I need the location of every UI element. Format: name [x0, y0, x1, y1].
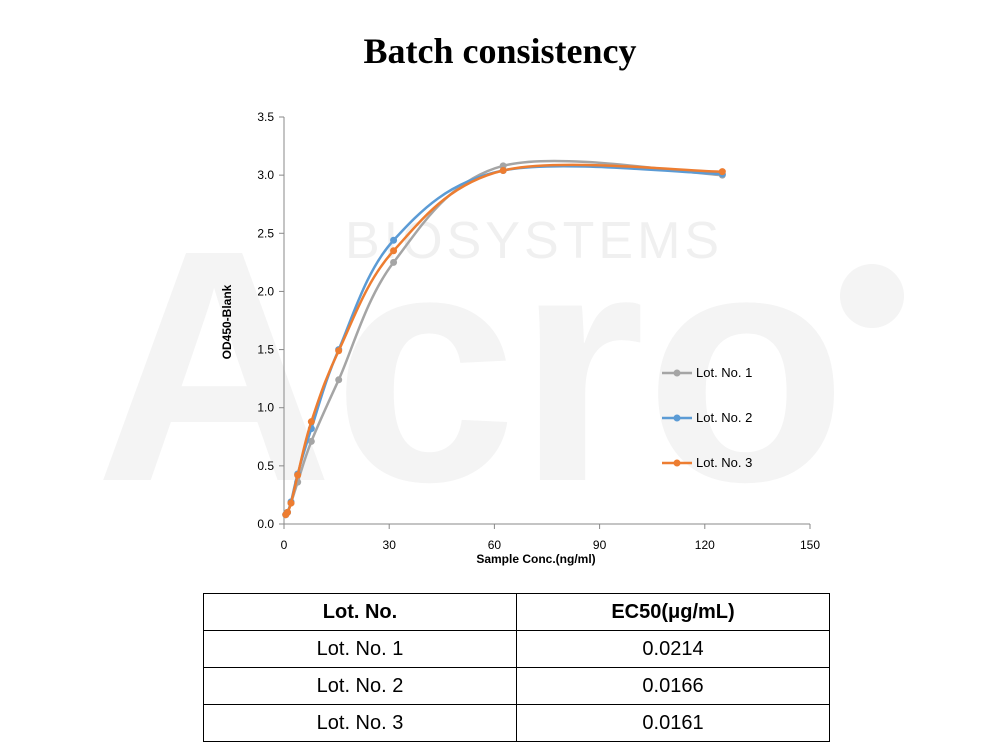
row-lot-cell: Lot. No. 1 — [203, 630, 517, 668]
row-ec50-cell: 0.0214 — [516, 630, 830, 668]
chart-legend: Lot. No. 1 Lot. No. 2 Lot. No. 3 — [662, 365, 752, 470]
data-point-lot-3 — [390, 247, 398, 255]
y-tick-label: 0.5 — [257, 459, 274, 473]
x-tick-label: 0 — [281, 538, 288, 552]
legend-swatch-marker-3 — [673, 459, 681, 467]
y-tick-label: 2.0 — [257, 284, 274, 298]
page-title: Batch consistency — [363, 31, 637, 71]
row-lot-cell: Lot. No. 2 — [203, 667, 517, 705]
legend-label-3: Lot. No. 3 — [696, 455, 752, 470]
ec50-table: Lot. No. EC50(μg/mL) Lot. No. 1 0.0214 L… — [203, 593, 830, 742]
x-axis-label: Sample Conc.(ng/ml) — [476, 552, 595, 566]
od450-line-chart: 0.0 0.5 1.0 1.5 2.0 2.5 3.0 3.5 0 30 60 90 120 150 Lo… — [220, 110, 820, 566]
data-point-lot-3 — [307, 418, 315, 426]
data-point-lot-2 — [390, 236, 398, 244]
legend-label-2: Lot. No. 2 — [696, 410, 752, 425]
y-tick-label: 2.5 — [257, 226, 274, 240]
y-tick-label: 0.0 — [257, 517, 274, 531]
row-lot-cell: Lot. No. 3 — [203, 704, 517, 742]
x-tick-label: 150 — [800, 538, 820, 552]
x-tick-label: 120 — [695, 538, 715, 552]
x-tick-label: 30 — [383, 538, 397, 552]
x-tick-label: 60 — [488, 538, 502, 552]
y-tick-label: 3.0 — [257, 168, 274, 182]
data-point-lot-1 — [390, 258, 398, 266]
legend-swatch-marker-1 — [673, 369, 681, 377]
data-point-lot-3 — [499, 166, 507, 174]
x-tick-label: 90 — [593, 538, 607, 552]
y-tick-label: 1.0 — [257, 401, 274, 415]
data-point-lot-1 — [307, 437, 315, 445]
table-row: Lot. No. 2 0.0166 — [203, 667, 830, 705]
series-line-3 — [284, 163, 723, 516]
data-point-lot-3 — [287, 499, 295, 507]
table-row: Lot. No. 1 0.0214 — [203, 630, 830, 668]
header-lot-no: Lot. No. — [203, 593, 517, 631]
data-point-lot-3 — [294, 471, 302, 479]
chart-plot-area — [282, 159, 726, 519]
data-point-lot-3 — [718, 168, 726, 176]
legend-label-1: Lot. No. 1 — [696, 365, 752, 380]
y-axis-label: OD450-Blank — [220, 284, 234, 359]
series-line-2 — [284, 165, 723, 516]
series-line-1 — [284, 159, 723, 516]
header-ec50: EC50(μg/mL) — [516, 593, 830, 631]
chart-axes: 0.0 0.5 1.0 1.5 2.0 2.5 3.0 3.5 0 30 60 90 120 150 — [257, 110, 820, 552]
legend-swatch-marker-2 — [673, 414, 681, 422]
table-row: Lot. No. 3 0.0161 — [203, 704, 830, 742]
row-ec50-cell: 0.0161 — [516, 704, 830, 742]
data-point-lot-3 — [335, 347, 343, 355]
data-point-lot-3 — [284, 508, 292, 516]
y-tick-label: 3.5 — [257, 110, 274, 124]
y-tick-label: 1.5 — [257, 343, 274, 357]
table-header-row: Lot. No. EC50(μg/mL) — [203, 593, 830, 631]
data-point-lot-1 — [335, 376, 343, 384]
row-ec50-cell: 0.0166 — [516, 667, 830, 705]
